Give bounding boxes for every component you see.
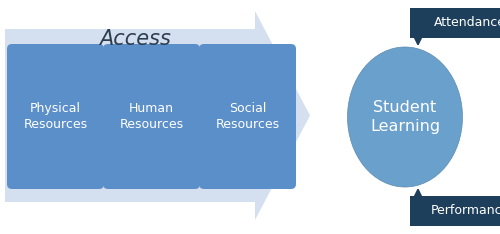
FancyBboxPatch shape: [7, 44, 104, 189]
Text: Access: Access: [99, 29, 171, 49]
Text: Performance: Performance: [430, 205, 500, 217]
Polygon shape: [5, 11, 310, 220]
FancyBboxPatch shape: [410, 196, 500, 226]
FancyBboxPatch shape: [199, 44, 296, 189]
FancyBboxPatch shape: [410, 8, 500, 38]
Ellipse shape: [348, 47, 463, 187]
Text: Attendance: Attendance: [434, 17, 500, 29]
Text: Student
Learning: Student Learning: [370, 100, 440, 134]
Text: Human
Resources: Human Resources: [120, 102, 184, 131]
Text: Social
Resources: Social Resources: [216, 102, 280, 131]
Text: Physical
Resources: Physical Resources: [24, 102, 88, 131]
FancyBboxPatch shape: [103, 44, 200, 189]
